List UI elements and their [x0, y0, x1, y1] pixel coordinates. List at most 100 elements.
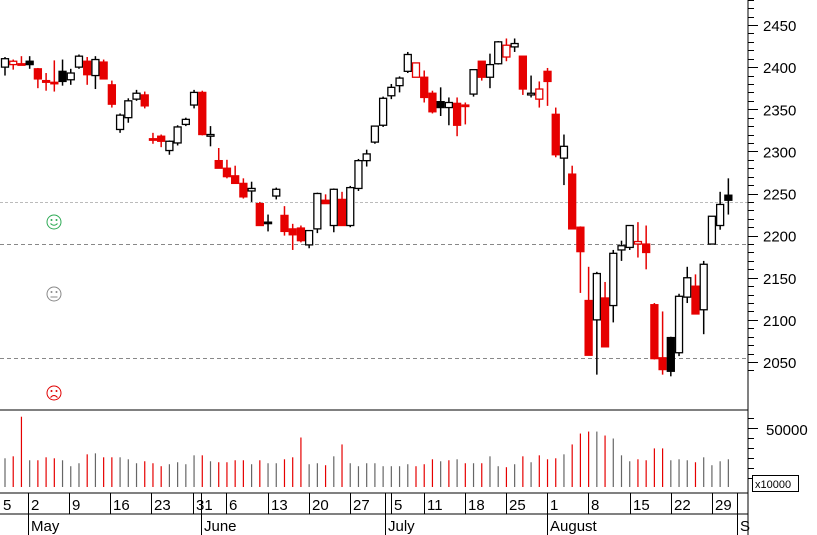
- candle-body: [370, 125, 380, 143]
- candle: [420, 70, 429, 103]
- date-label: 20: [312, 497, 329, 514]
- candle-body: [58, 70, 67, 83]
- candle-body: [683, 277, 692, 298]
- candle-body: [280, 214, 289, 233]
- candle-body: [724, 194, 733, 201]
- candle: [370, 125, 380, 144]
- candle-body: [543, 70, 552, 83]
- candle-body: [304, 229, 314, 246]
- candle-body: [189, 91, 199, 106]
- candle-body: [568, 173, 577, 230]
- candle: [74, 54, 84, 69]
- candle: [321, 194, 330, 205]
- candle: [444, 97, 454, 126]
- candle: [411, 62, 421, 78]
- candle-body: [674, 295, 684, 354]
- candle: [214, 148, 223, 169]
- month-label: S: [740, 518, 750, 535]
- candle-body: [609, 252, 618, 307]
- candle-body: [362, 153, 371, 162]
- candle: [395, 76, 404, 93]
- candle-body: [633, 240, 643, 245]
- candle: [272, 187, 281, 200]
- candle-body: [387, 86, 396, 97]
- volume-tick-label: 50000: [766, 422, 808, 439]
- candle: [288, 223, 297, 250]
- sentiment-icons: [46, 214, 62, 401]
- candle-body: [41, 79, 51, 83]
- date-label: 16: [113, 497, 130, 514]
- candle-body: [214, 159, 223, 169]
- multiplier-box: [752, 475, 799, 492]
- candle-body: [642, 243, 651, 254]
- candle: [535, 81, 544, 108]
- candle-body: [436, 101, 445, 109]
- candle-body: [691, 285, 700, 315]
- date-label: 9: [72, 497, 80, 514]
- candle-body: [592, 272, 601, 321]
- date-label: 13: [271, 497, 288, 514]
- candle-body: [99, 61, 108, 80]
- candle-body: [239, 182, 248, 198]
- candle: [189, 89, 199, 109]
- candle: [683, 266, 692, 304]
- candle: [115, 113, 125, 133]
- candle: [387, 83, 396, 100]
- candle: [617, 240, 626, 261]
- candle: [66, 68, 75, 85]
- axes: [0, 0, 749, 535]
- candle-body: [206, 133, 215, 137]
- candle-body: [165, 140, 174, 152]
- date-label: 5: [3, 497, 11, 514]
- candle-body: [535, 88, 544, 100]
- candle-body: [485, 63, 495, 78]
- candle-body: [617, 245, 626, 251]
- candle-body: [313, 192, 322, 230]
- candle: [362, 149, 371, 167]
- candle: [165, 140, 174, 155]
- candle: [124, 98, 133, 123]
- candle-body: [403, 53, 412, 72]
- candle-body: [296, 227, 306, 242]
- candle-body: [107, 84, 117, 105]
- candle: [181, 117, 190, 127]
- candle: [9, 59, 18, 70]
- candle-body: [477, 60, 486, 78]
- candle: [83, 57, 92, 85]
- price-tick-label: 2350: [763, 102, 796, 119]
- reference-lines: [0, 202, 748, 359]
- price-axis: 2450 2400 2350 2300 2250 2200 2150 2100 2050: [748, 0, 796, 372]
- price-tick-label: 2300: [763, 144, 796, 161]
- candle: [329, 188, 338, 233]
- candle: [642, 225, 651, 270]
- candle-body: [526, 92, 536, 96]
- candle-body: [50, 81, 59, 85]
- candlestick-series: [0, 38, 733, 377]
- candle-body: [658, 357, 667, 371]
- candle: [485, 53, 495, 89]
- candle: [255, 201, 264, 227]
- candle-body: [91, 58, 100, 77]
- candle-body: [74, 55, 84, 68]
- candle: [600, 281, 610, 348]
- candle: [58, 59, 67, 86]
- candle-body: [247, 187, 256, 192]
- candle-body: [715, 203, 725, 227]
- price-tick-label: 2100: [763, 313, 796, 330]
- candle: [50, 60, 59, 92]
- candle-body: [551, 113, 560, 156]
- candle: [666, 336, 675, 377]
- candle-body: [650, 304, 659, 360]
- candle: [33, 67, 43, 89]
- candle-body: [321, 199, 330, 205]
- candle-body: [518, 55, 528, 90]
- candle: [518, 55, 528, 95]
- candle-body: [231, 175, 240, 185]
- candle-body: [329, 188, 338, 227]
- candle-body: [600, 297, 610, 348]
- candle-body: [494, 41, 503, 65]
- price-tick-label: 2450: [763, 18, 796, 35]
